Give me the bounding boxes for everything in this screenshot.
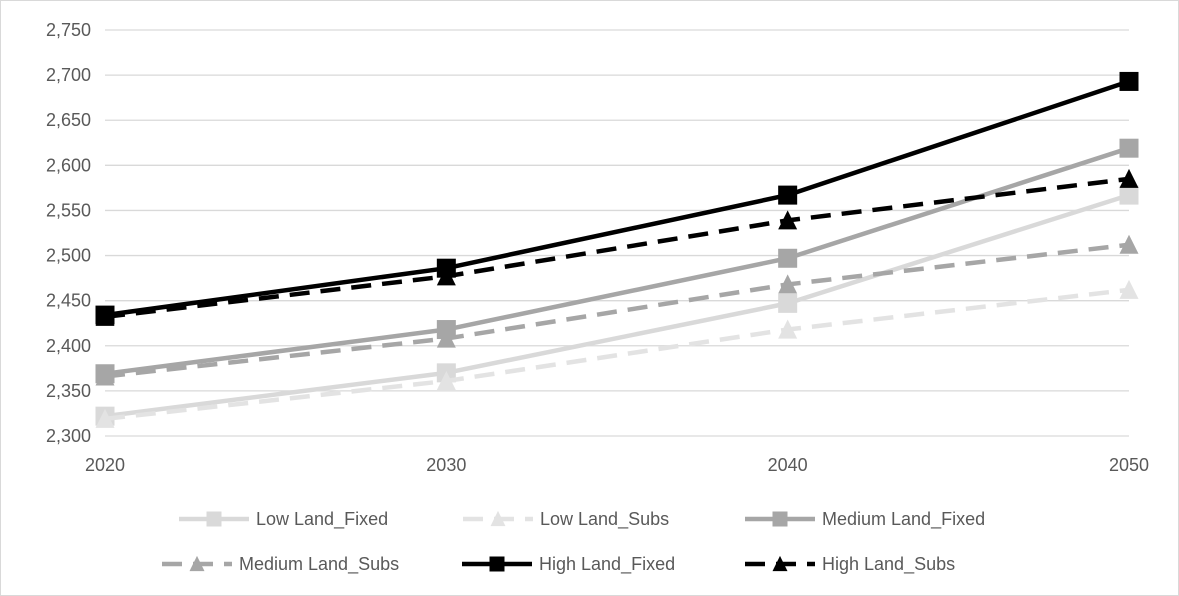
series-line — [104, 242, 1130, 379]
legend-swatch-marker — [772, 555, 788, 572]
legend-label: High Land_Subs — [822, 554, 955, 575]
series-low-land-subs — [95, 279, 1139, 428]
y-tick-label: 2,550 — [46, 200, 91, 220]
data-point — [1119, 185, 1139, 205]
data-point — [1119, 138, 1139, 158]
y-tick-label: 2,500 — [46, 246, 91, 266]
data-point — [436, 370, 456, 390]
series-high-land-subs — [95, 168, 1139, 326]
y-tick-label: 2,650 — [46, 110, 91, 130]
y-tick-label: 2,400 — [46, 336, 91, 356]
y-axis-ticks: 2,300 2,350 2,400 2,450 2,500 2,550 2,600 2,650… — [46, 20, 91, 446]
y-tick-label: 2,600 — [46, 155, 91, 175]
y-tick-label: 2,350 — [46, 381, 91, 401]
data-point — [95, 408, 115, 428]
legend-swatch-marker — [189, 555, 205, 572]
y-tick-label: 2,450 — [46, 291, 91, 311]
series-line — [104, 287, 1130, 422]
legend-item: Low Land_Fixed — [179, 509, 388, 530]
data-point — [95, 306, 115, 326]
series-line — [104, 176, 1130, 320]
data-point — [436, 266, 456, 286]
series-line — [104, 146, 1130, 376]
legend-item: Low Land_Subs — [463, 509, 669, 530]
series-line — [104, 79, 1130, 318]
legend-swatch-marker — [490, 510, 506, 527]
data-point — [778, 248, 798, 268]
data-point — [778, 210, 798, 230]
legend: Low Land_Fixed Low Land_Subs Medium Land_F… — [162, 509, 985, 575]
data-point — [778, 274, 798, 294]
data-point — [778, 319, 798, 339]
data-point — [778, 185, 798, 205]
legend-label: Medium Land_Subs — [239, 554, 399, 575]
legend-item: High Land_Subs — [745, 554, 955, 575]
legend-label: Low Land_Subs — [540, 509, 669, 530]
data-point — [436, 328, 456, 348]
x-tick-label: 2050 — [1109, 455, 1149, 475]
legend-item: Medium Land_Fixed — [745, 509, 985, 530]
legend-label: High Land_Fixed — [539, 554, 675, 575]
x-axis-ticks: 2020 2030 2040 2050 — [85, 455, 1149, 475]
y-tick-label: 2,750 — [46, 20, 91, 40]
legend-item: Medium Land_Subs — [162, 554, 399, 575]
data-point — [778, 293, 798, 313]
y-tick-label: 2,700 — [46, 65, 91, 85]
data-point — [1119, 71, 1139, 91]
legend-swatch-marker — [206, 511, 222, 527]
legend-swatch-marker — [772, 511, 788, 527]
legend-label: Medium Land_Fixed — [822, 509, 985, 530]
x-tick-label: 2040 — [768, 455, 808, 475]
data-point — [1119, 234, 1139, 254]
series-line — [104, 192, 1130, 419]
legend-swatch-marker — [489, 556, 505, 572]
series-medium-land-subs — [95, 234, 1139, 386]
x-tick-label: 2030 — [426, 455, 466, 475]
legend-label: Low Land_Fixed — [256, 509, 388, 530]
legend-item: High Land_Fixed — [462, 554, 675, 575]
data-point — [95, 366, 115, 386]
gridlines — [105, 29, 1129, 437]
data-point — [1119, 279, 1139, 299]
y-tick-label: 2,300 — [46, 426, 91, 446]
x-tick-label: 2020 — [85, 455, 125, 475]
data-point — [1119, 168, 1139, 188]
